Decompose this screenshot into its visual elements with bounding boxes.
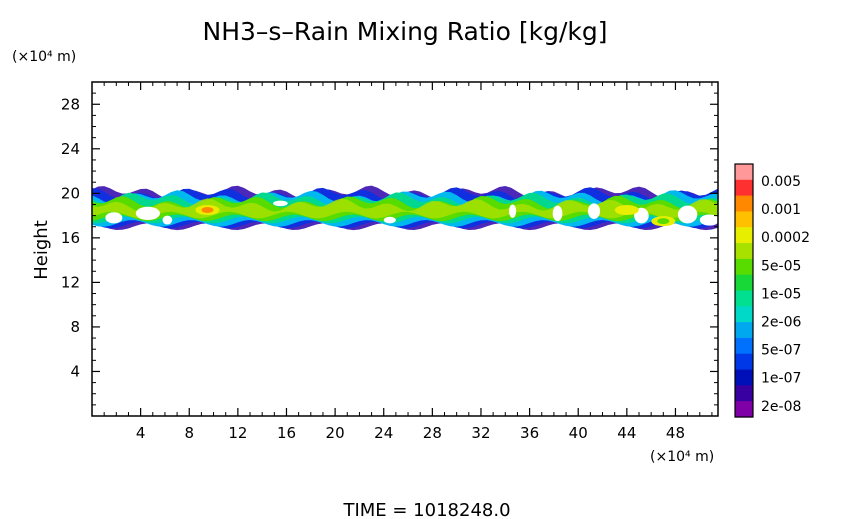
colorbar-swatch xyxy=(735,401,753,418)
colorbar-label: 1e-07 xyxy=(761,371,801,387)
colorbar-swatch xyxy=(735,322,753,339)
colorbar-swatch xyxy=(735,195,753,213)
y-tick-label: 20 xyxy=(61,184,80,202)
colorbar-label: 0.001 xyxy=(761,202,801,218)
x-unit-label: (×10⁴ m) xyxy=(650,449,714,465)
layer-gap xyxy=(552,205,563,222)
colorbar: 0.005 0.001 0.0002 5e-05 1e-05 2e-06 5e-07 1e-0… xyxy=(734,163,810,418)
colorbar-label: 2e-06 xyxy=(761,315,801,331)
x-tick-label: 20 xyxy=(326,424,345,442)
x-tick-label: 36 xyxy=(520,424,539,442)
y-tick-label: 24 xyxy=(61,140,80,158)
layer-gap xyxy=(587,203,601,219)
colorbar-swatch xyxy=(735,243,753,260)
layer-gap xyxy=(677,205,698,224)
x-tick-label: 44 xyxy=(617,424,636,442)
x-tick-label: 48 xyxy=(666,424,685,442)
colorbar-swatch xyxy=(735,227,753,244)
colorbar-swatch xyxy=(735,337,753,355)
y-tick-label: 8 xyxy=(70,318,80,336)
x-tick-label: 4 xyxy=(136,424,146,442)
x-tick-label: 40 xyxy=(569,424,588,442)
chart-title: NH3–s–Rain Mixing Ratio [kg/kg] xyxy=(203,17,608,46)
y-tick-label: 12 xyxy=(61,273,80,291)
colorbar-swatch xyxy=(735,211,753,228)
x-tick-label: 32 xyxy=(471,424,490,442)
x-tick-label: 16 xyxy=(277,424,296,442)
colorbar-swatch xyxy=(735,385,753,402)
colorbar-label: 0.0002 xyxy=(761,230,810,246)
colorbar-swatch xyxy=(735,164,753,181)
y-axis-label: Height xyxy=(31,220,52,280)
y-unit-label: (×10⁴ m) xyxy=(12,49,76,65)
colorbar-frame xyxy=(734,163,754,418)
layer-gap xyxy=(699,214,718,226)
colorbar-label: 5e-07 xyxy=(761,343,801,359)
layer-gap xyxy=(135,206,161,221)
x-tick-label: 24 xyxy=(374,424,393,442)
x-tick-label: 12 xyxy=(228,424,247,442)
colorbar-swatch xyxy=(735,353,753,371)
colorbar-swatch xyxy=(735,179,753,197)
colorbar-swatch xyxy=(735,274,753,292)
y-tick-label: 16 xyxy=(61,229,80,247)
x-tick-label: 8 xyxy=(184,424,194,442)
layer-gap xyxy=(162,215,173,225)
colorbar-swatch xyxy=(735,290,753,307)
colorbar-label: 1e-05 xyxy=(761,286,801,302)
hot-spot xyxy=(657,218,670,225)
y-tick-label: 28 xyxy=(61,95,80,113)
layer-gap xyxy=(105,212,123,224)
layer-gap xyxy=(508,204,517,218)
plot-frame xyxy=(91,81,719,417)
x-tick-label: 28 xyxy=(423,424,442,442)
colorbar-label: 0.005 xyxy=(761,174,801,190)
colorbar-swatch xyxy=(735,258,753,276)
layer-gap xyxy=(273,200,288,207)
layer-gap xyxy=(383,216,396,224)
time-label: TIME = 1018248.0 xyxy=(342,500,510,519)
colorbar-swatch xyxy=(735,369,753,386)
hot-spot xyxy=(620,207,633,214)
colorbar-label: 5e-05 xyxy=(761,258,801,274)
hot-spot xyxy=(201,207,214,214)
y-tick-label: 4 xyxy=(70,362,80,380)
colorbar-swatch xyxy=(735,306,753,323)
field-layer xyxy=(92,185,718,231)
colorbar-label: 2e-08 xyxy=(761,399,801,415)
